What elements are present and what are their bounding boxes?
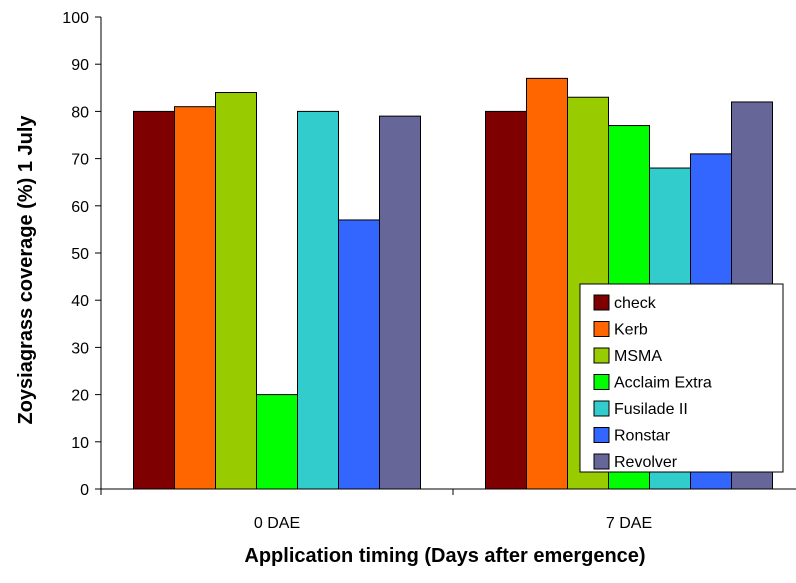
y-tick-label: 50 xyxy=(71,246,89,263)
legend-swatch xyxy=(593,347,610,364)
legend: check Kerb MSMA Acclaim Extra Fusilade II Ron… xyxy=(579,283,784,473)
legend-label: Kerb xyxy=(614,322,648,339)
y-tick-label: 30 xyxy=(71,340,89,357)
legend-swatch xyxy=(593,427,610,443)
legend-label: Fusilade II xyxy=(614,401,688,418)
y-tick-label: 80 xyxy=(71,104,89,121)
bar-revolver-1 xyxy=(379,115,421,490)
y-tick-label: 90 xyxy=(71,57,89,74)
legend-swatch xyxy=(593,400,610,417)
y-axis-ticks: 0 10 20 30 40 50 60 70 80 90 100 xyxy=(62,10,101,499)
legend-label: Acclaim Extra xyxy=(614,375,712,392)
y-axis-title: Zoysiagrass coverage (%) 1 July xyxy=(15,115,37,425)
legend-swatch xyxy=(593,374,610,390)
legend-swatch xyxy=(593,294,610,311)
x-axis-ticks: 0 DAE 7 DAE xyxy=(100,489,652,532)
legend-label: Ronstar xyxy=(614,428,671,445)
y-tick-label: 10 xyxy=(71,435,89,452)
legend-label: MSMA xyxy=(614,348,662,365)
bar-fusilade-ii-1 xyxy=(297,110,339,490)
bar-check-1 xyxy=(133,110,175,490)
bar-msma-1 xyxy=(215,92,257,490)
x-tick-label: 7 DAE xyxy=(606,515,652,532)
legend-box xyxy=(579,283,784,473)
y-tick-label: 100 xyxy=(62,10,89,27)
y-tick-label: 20 xyxy=(71,388,89,405)
bar-acclaim-extra-1 xyxy=(256,394,298,490)
y-tick-label: 60 xyxy=(71,199,89,216)
legend-label: check xyxy=(614,295,657,312)
x-tick-label: 0 DAE xyxy=(254,515,300,532)
y-tick-label: 70 xyxy=(71,152,89,169)
legend-swatch xyxy=(593,321,610,337)
bar-kerb-2 xyxy=(526,77,568,490)
y-tick-label: 0 xyxy=(80,482,89,499)
legend-label: Revolver xyxy=(614,454,678,471)
bar-check-2 xyxy=(485,110,527,490)
legend-swatch xyxy=(593,453,610,470)
x-axis-title: Application timing (Days after emergence… xyxy=(244,545,645,567)
bar-ronstar-1 xyxy=(338,219,380,490)
y-tick-label: 40 xyxy=(71,293,89,310)
bar-kerb-1 xyxy=(174,106,216,490)
